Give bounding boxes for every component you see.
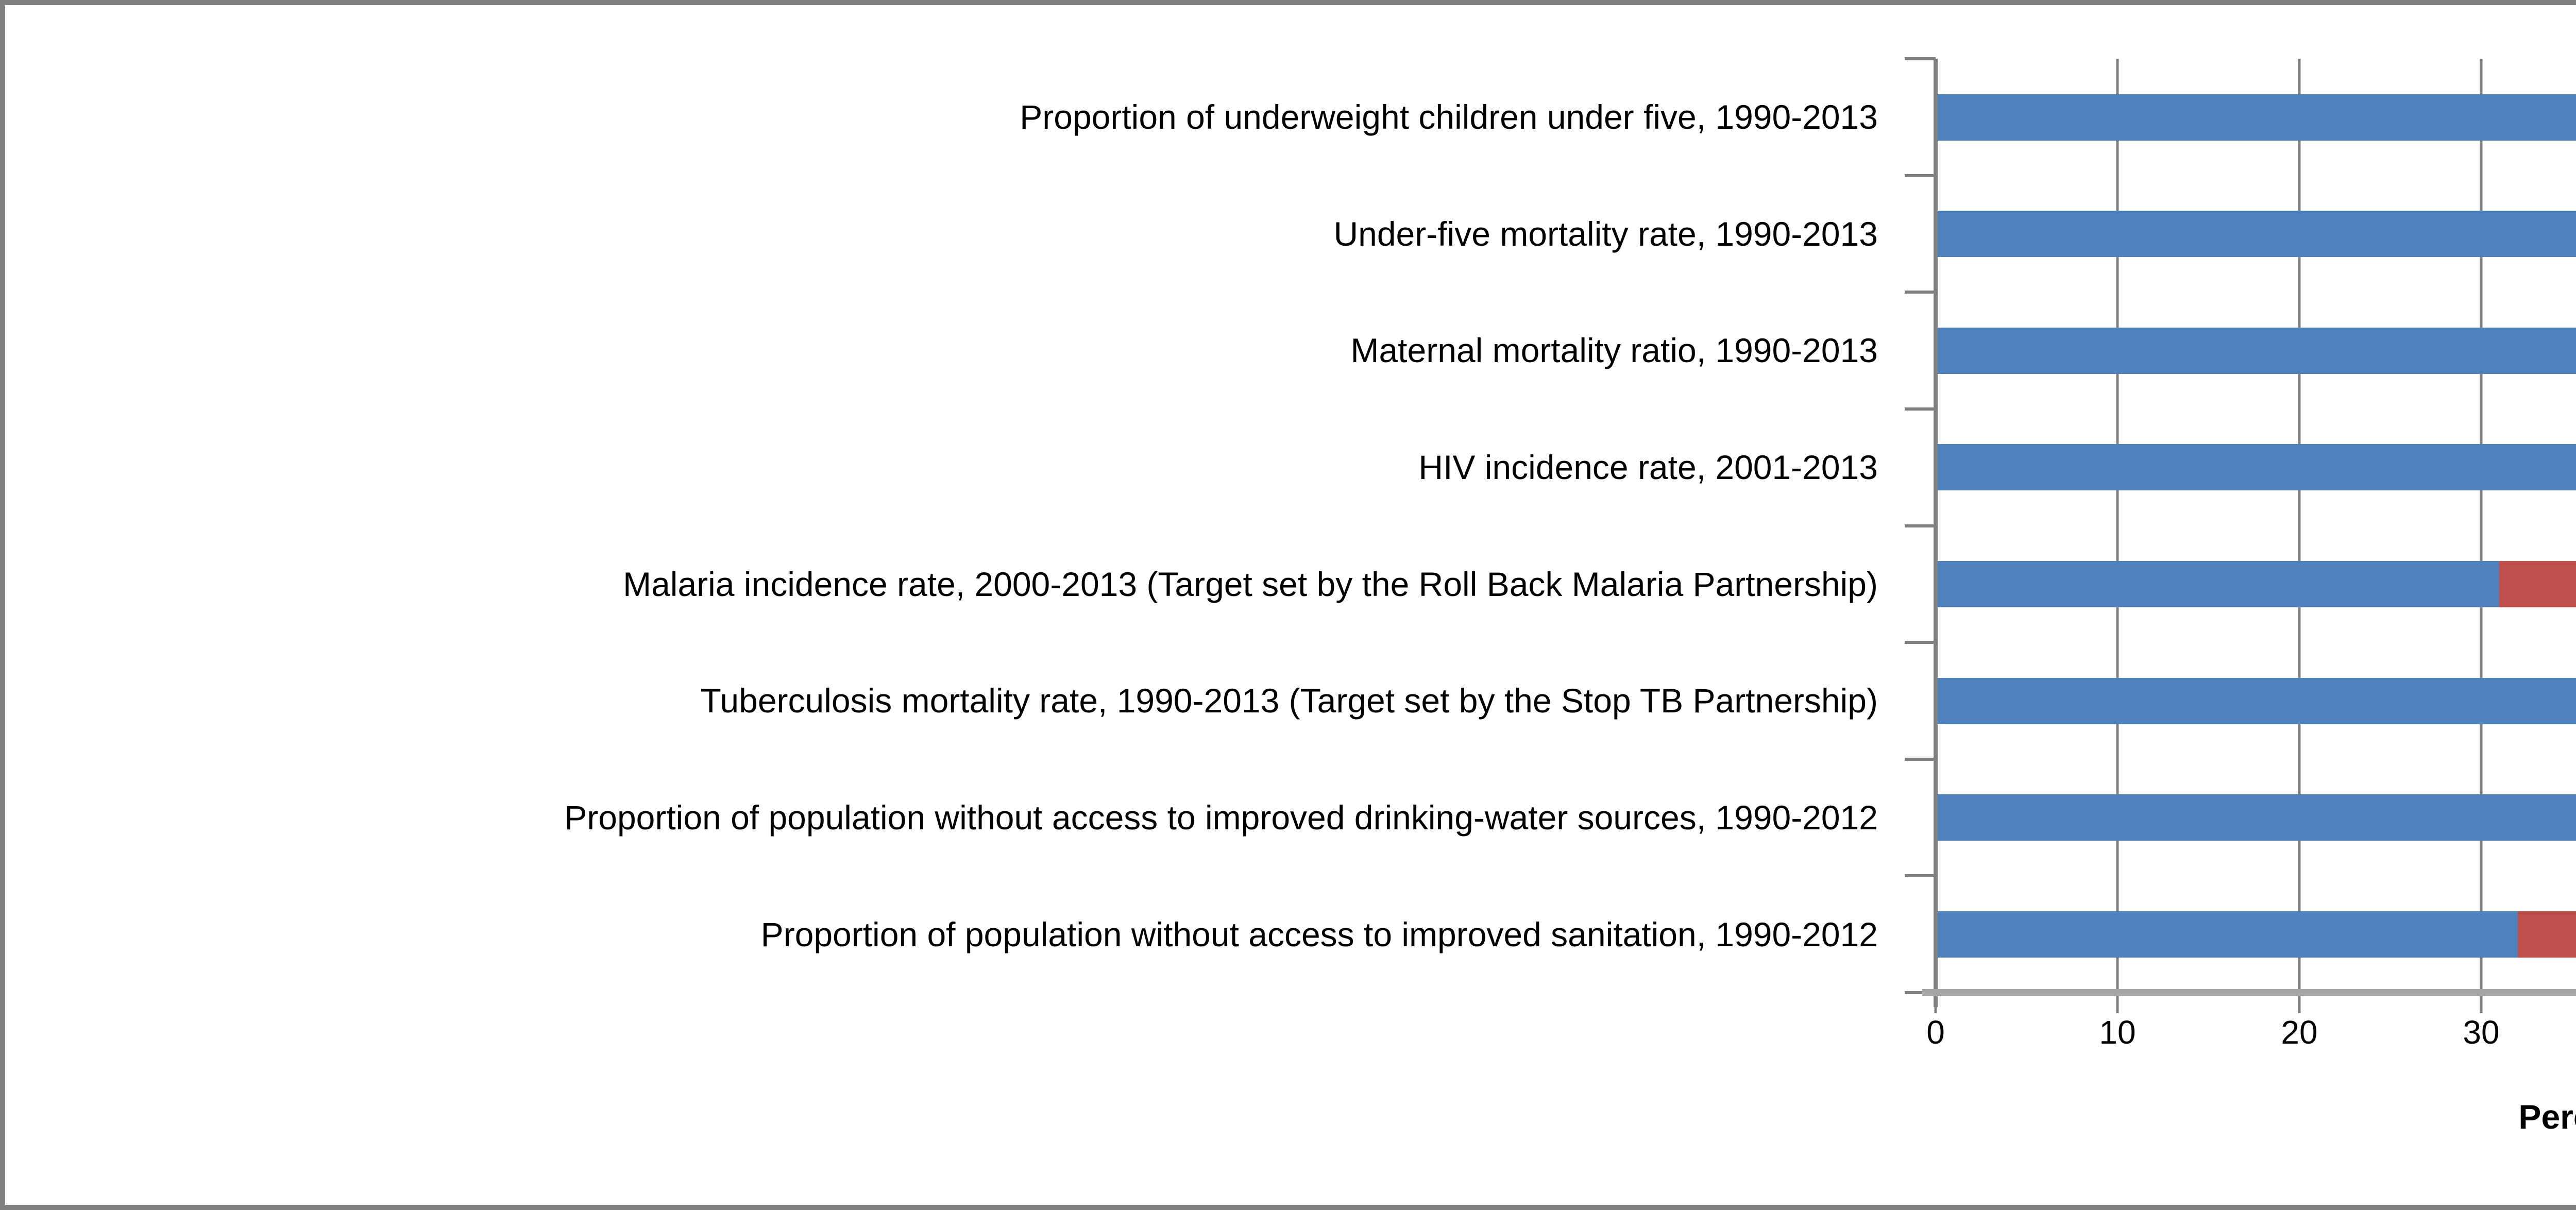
bar-segment-progress xyxy=(1936,211,2576,258)
x-tick-label: 10 xyxy=(2099,1014,2136,1051)
bar-segment-progress xyxy=(1936,677,2576,724)
bar-row xyxy=(1936,642,2576,759)
bar-segment-progress xyxy=(1936,327,2576,374)
x-tick-label: 0 xyxy=(1926,1014,1945,1051)
bar-segment-progress xyxy=(1936,794,2576,841)
category-label: Malaria incidence rate, 2000-2013 (Targe… xyxy=(623,565,1878,603)
bar-segment-gap xyxy=(2499,561,2576,607)
x-axis-ticks: 01020304050607080 xyxy=(1926,1013,2576,1054)
gridline xyxy=(2480,59,2483,1013)
bar-segment-progress xyxy=(1936,94,2576,141)
bar-row xyxy=(1936,876,2576,993)
bar-row xyxy=(1936,292,2576,409)
x-axis-title: Percent reduction xyxy=(2518,1098,2576,1136)
y-axis-tick xyxy=(1905,291,1936,294)
y-axis-tick xyxy=(1905,174,1936,177)
bar-segment-progress xyxy=(1936,911,2518,958)
plot-area xyxy=(1905,57,2576,1013)
gridline xyxy=(2298,59,2301,1013)
bar-segment-gap xyxy=(2517,911,2576,958)
x-tick-label: 20 xyxy=(2281,1014,2318,1051)
y-axis-tick xyxy=(1905,757,1936,761)
category-label: Proportion of underweight children under… xyxy=(1020,98,1878,137)
gridline xyxy=(2116,59,2119,1013)
bar-segment-progress xyxy=(1936,561,2500,607)
y-axis-tick xyxy=(1905,524,1936,527)
category-label: Maternal mortality ratio, 1990-2013 xyxy=(1350,331,1878,370)
bar-row xyxy=(1936,409,2576,526)
category-axis: Proportion of underweight children under… xyxy=(5,59,1906,993)
y-axis-tick xyxy=(1905,407,1936,411)
bar-row xyxy=(1936,526,2576,643)
y-axis-tick xyxy=(1905,874,1936,878)
category-label: Proportion of population without access … xyxy=(760,915,1878,953)
y-axis-tick xyxy=(1905,991,1936,994)
bar-row xyxy=(1936,59,2576,176)
bar-row xyxy=(1936,176,2576,293)
bar-segment-progress xyxy=(1936,444,2576,491)
y-axis-tick xyxy=(1905,57,1936,60)
category-label: Under-five mortality rate, 1990-2013 xyxy=(1333,214,1878,253)
category-label: HIV incidence rate, 2001-2013 xyxy=(1418,448,1878,487)
x-tick-label: 30 xyxy=(2463,1014,2500,1051)
y-axis-line xyxy=(1934,59,1938,1007)
bar-row xyxy=(1936,759,2576,876)
x-axis-line xyxy=(1922,989,2576,996)
category-label: Tuberculosis mortality rate, 1990-2013 (… xyxy=(700,681,1878,720)
y-axis-tick xyxy=(1905,641,1936,644)
category-label: Proportion of population without access … xyxy=(564,798,1878,837)
